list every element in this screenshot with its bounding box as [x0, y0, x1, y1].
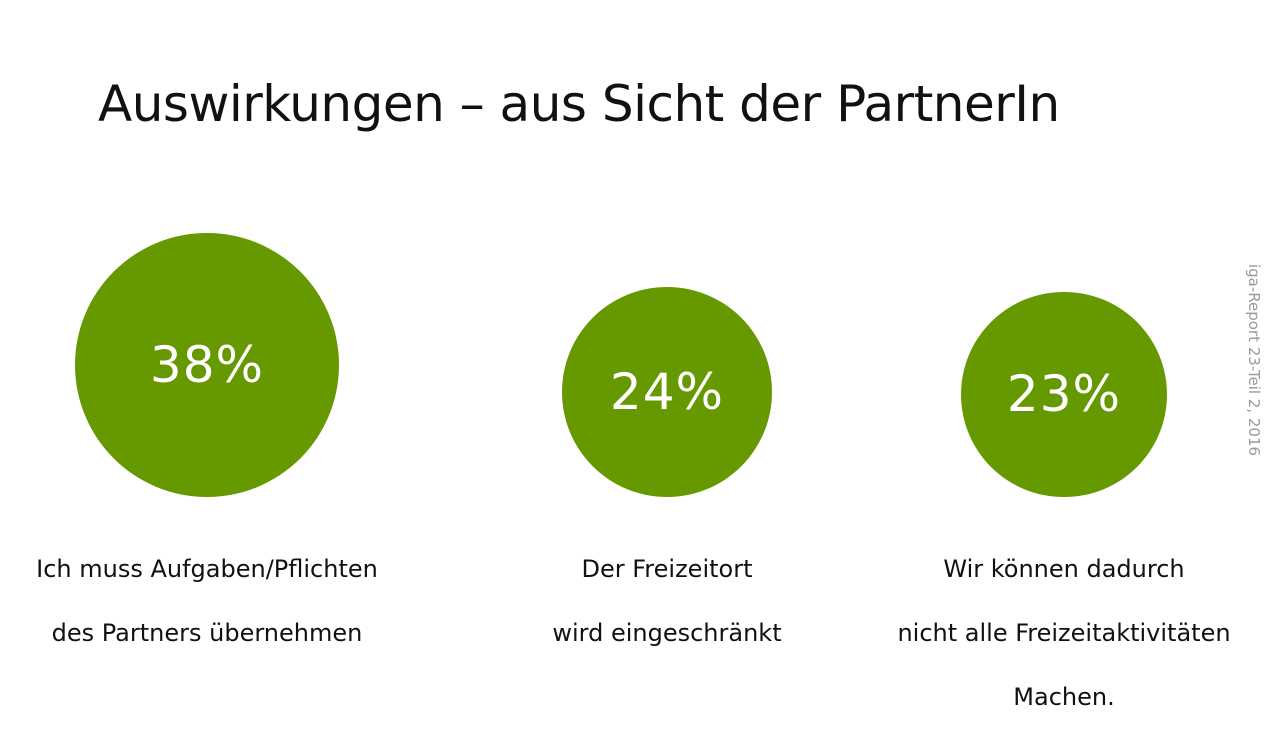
percentage-circle-freizeitaktivitaeten: 23% [961, 291, 1167, 497]
source-note: iga-Report 23-Teil 2, 2016 [1245, 263, 1263, 457]
caption-line: Der Freizeitort [581, 555, 753, 583]
slide-title: Auswirkungen – aus Sicht der PartnerIn [98, 75, 1060, 133]
caption-pflichten: Ich muss Aufgaben/Pflichten des Partners… [7, 521, 407, 681]
percentage-circle-freizeitort: 24% [562, 287, 772, 497]
caption-line: Machen. [1013, 683, 1115, 711]
caption-line: des Partners übernehmen [51, 619, 363, 647]
caption-line: Wir können dadurch [943, 555, 1185, 583]
percentage-value: 38% [149, 336, 265, 394]
caption-freizeitort: Der Freizeitort wird eingeschränkt [467, 521, 867, 681]
caption-line: wird eingeschränkt [552, 619, 782, 647]
caption-freizeitaktivitaeten: Wir können dadurch nicht alle Freizeitak… [864, 521, 1264, 745]
percentage-value: 24% [609, 363, 725, 422]
percentage-circle-pflichten: 38% [75, 233, 339, 497]
caption-line: nicht alle Freizeitaktivitäten [897, 619, 1231, 647]
percentage-value: 23% [1006, 365, 1122, 424]
caption-line: Ich muss Aufgaben/Pflichten [36, 555, 378, 583]
